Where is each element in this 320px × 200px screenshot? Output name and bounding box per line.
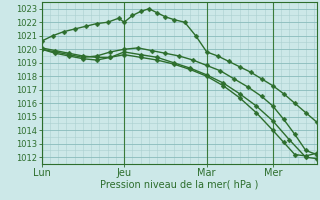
X-axis label: Pression niveau de la mer( hPa ): Pression niveau de la mer( hPa ) — [100, 180, 258, 190]
